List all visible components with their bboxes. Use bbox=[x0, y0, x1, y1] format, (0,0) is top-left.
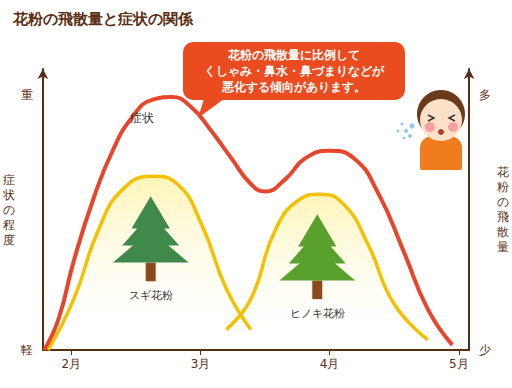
svg-text:4月: 4月 bbox=[320, 357, 340, 371]
svg-text:花粉の飛散量に比例して: 花粉の飛散量に比例して bbox=[227, 48, 360, 62]
svg-text:5月: 5月 bbox=[449, 357, 469, 371]
svg-text:粉: 粉 bbox=[497, 180, 509, 194]
svg-text:花: 花 bbox=[497, 165, 509, 179]
svg-text:スギ花粉: スギ花粉 bbox=[129, 289, 173, 302]
svg-text:程: 程 bbox=[3, 218, 15, 232]
svg-text:量: 量 bbox=[497, 240, 509, 254]
svg-text:くしゃみ・鼻水・鼻づまりなどが: くしゃみ・鼻水・鼻づまりなどが bbox=[204, 64, 385, 78]
svg-text:飛: 飛 bbox=[497, 210, 509, 224]
svg-text:多: 多 bbox=[479, 88, 491, 102]
svg-text:2月: 2月 bbox=[61, 357, 81, 371]
svg-text:少: 少 bbox=[479, 343, 491, 357]
svg-text:軽: 軽 bbox=[21, 343, 33, 357]
svg-text:花粉の飛散量と症状の関係: 花粉の飛散量と症状の関係 bbox=[12, 10, 194, 28]
svg-text:ヒノキ花粉: ヒノキ花粉 bbox=[290, 307, 345, 320]
svg-text:症: 症 bbox=[3, 173, 15, 187]
svg-text:3月: 3月 bbox=[191, 357, 211, 371]
svg-text:重: 重 bbox=[21, 88, 33, 102]
svg-text:症状: 症状 bbox=[130, 111, 154, 125]
svg-text:の: の bbox=[3, 203, 15, 217]
svg-text:の: の bbox=[497, 195, 509, 209]
svg-text:状: 状 bbox=[2, 188, 15, 202]
svg-text:度: 度 bbox=[3, 233, 15, 247]
svg-text:散: 散 bbox=[497, 225, 509, 239]
svg-text:悪化する傾向があります。: 悪化する傾向があります。 bbox=[221, 80, 366, 94]
